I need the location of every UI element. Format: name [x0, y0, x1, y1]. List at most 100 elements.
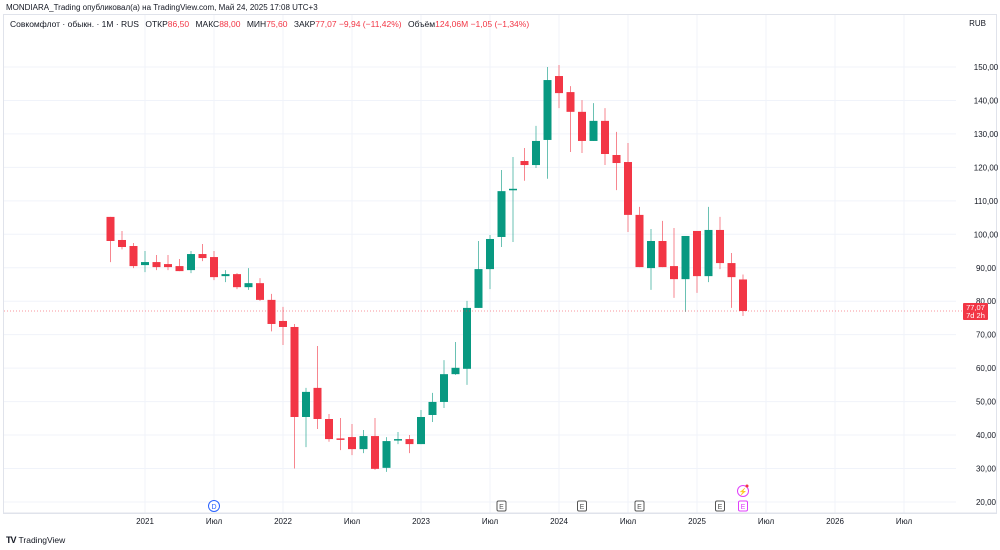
volume-value: 124,06M: [435, 19, 469, 29]
last-price-badge: [963, 303, 988, 321]
last-price-value: 77,07: [966, 303, 985, 312]
publication-info: MONDIARA_Trading опубликовал(а) на Tradi…: [6, 3, 318, 12]
price-tick-label: 130,00: [974, 130, 999, 139]
footer-brand[interactable]: TV TradingView: [6, 535, 65, 545]
earnings-label: E: [741, 504, 746, 511]
candle-down: [727, 263, 736, 278]
notification-dot: [745, 484, 749, 488]
candle-up: [244, 283, 253, 288]
candle-up: [428, 401, 437, 415]
dividend-marker-icon: [208, 500, 220, 512]
candle-up: [704, 229, 713, 277]
candle-down: [164, 264, 172, 268]
earnings-marker-icon: [715, 500, 725, 512]
price-tick-label: 20,00: [976, 498, 997, 507]
candle-down: [693, 230, 701, 277]
candle-up: [463, 307, 471, 369]
time-tick-label: Июл: [896, 517, 913, 526]
earnings-marker-icon: [634, 500, 645, 512]
candle-up: [474, 269, 483, 308]
candle-down: [566, 92, 575, 112]
close-label: ЗАКР: [293, 19, 316, 29]
candle-down: [555, 76, 563, 94]
candle-up: [394, 439, 402, 441]
time-tick-label: 2023: [412, 517, 430, 526]
candle-down: [267, 299, 276, 324]
volume-change: −1,05 (−1,34%): [470, 19, 530, 29]
price-tick-label: 60,00: [976, 364, 997, 373]
price-tick-label: 110,00: [974, 197, 998, 206]
candle-up: [359, 436, 368, 450]
time-tick-label: Июл: [344, 517, 361, 526]
candle-up: [509, 188, 517, 191]
symbol-label[interactable]: Совкомфлот · обыкн. · 1M · RUS: [10, 19, 139, 29]
time-tick-label: Июл: [206, 517, 223, 526]
price-tick-label: 140,00: [974, 96, 999, 105]
earnings-label: E: [580, 504, 585, 511]
candle-down: [118, 239, 126, 248]
candle-down: [106, 216, 115, 241]
time-tick-label: Июл: [620, 517, 637, 526]
candle-down: [210, 257, 218, 278]
candle-down: [739, 279, 747, 312]
earnings-label: E: [637, 504, 642, 511]
candle-down: [348, 437, 356, 450]
candle-down: [313, 387, 322, 419]
currency-label[interactable]: RUB: [969, 19, 986, 28]
legend: Совкомфлот · обыкн. · 1M · RUS ОТКР86,50…: [10, 19, 529, 29]
news-flash-glyph: ⚡: [739, 487, 748, 496]
candle-down: [612, 154, 621, 164]
candle-down: [658, 240, 667, 268]
price-tick-label: 70,00: [976, 331, 997, 340]
bar-countdown: 7d 2h: [966, 311, 985, 320]
candle-down: [716, 229, 724, 264]
candle-down: [175, 266, 184, 272]
time-tick-label: 2024: [550, 517, 568, 526]
candle-down: [405, 439, 414, 445]
time-tick-label: 2022: [274, 517, 292, 526]
news-flash-icon: [737, 485, 749, 497]
earnings-label: E: [718, 504, 723, 511]
high-label: МАКС: [195, 19, 220, 29]
candle-up: [440, 374, 448, 402]
candle-down: [601, 120, 609, 154]
price-tick-label: 120,00: [974, 163, 999, 172]
candle-up: [681, 235, 690, 280]
candle-up: [543, 80, 552, 140]
candle-up: [589, 120, 598, 141]
earnings-label: E: [499, 504, 504, 511]
candle-down: [290, 326, 299, 417]
open-label: ОТКР: [145, 19, 168, 29]
open-value: 86,50: [167, 19, 190, 29]
candle-up: [497, 191, 506, 237]
price-tick-label: 150,00: [974, 63, 999, 72]
candle-up: [141, 262, 149, 266]
volume-label: Объём: [408, 19, 436, 29]
price-tick-label: 40,00: [976, 431, 997, 440]
price-tick-label: 30,00: [976, 465, 997, 474]
candle-up: [486, 238, 494, 270]
time-tick-label: 2026: [826, 517, 844, 526]
candle-down: [325, 418, 333, 440]
close-value: 77,07: [315, 19, 337, 29]
low-value: 75,60: [266, 19, 288, 29]
candle-down: [129, 246, 138, 267]
price-tick-label: 50,00: [976, 398, 997, 407]
dividend-label: D: [211, 504, 216, 511]
candle-up: [417, 416, 425, 445]
candle-down: [624, 162, 632, 215]
change-value: −9,94 (−11,42%): [338, 19, 402, 29]
candle-down: [233, 274, 241, 288]
candle-up: [221, 274, 230, 277]
brand-name: TradingView: [18, 535, 66, 545]
candle-up: [382, 441, 391, 468]
candle-up: [532, 140, 540, 166]
candle-down: [152, 262, 161, 268]
tradingview-logo-icon: TV: [6, 535, 16, 545]
candle-down: [336, 438, 345, 440]
candle-up: [647, 240, 655, 269]
candle-down: [198, 254, 207, 259]
candle-down: [371, 436, 379, 469]
earnings-marker-icon: [496, 500, 507, 512]
